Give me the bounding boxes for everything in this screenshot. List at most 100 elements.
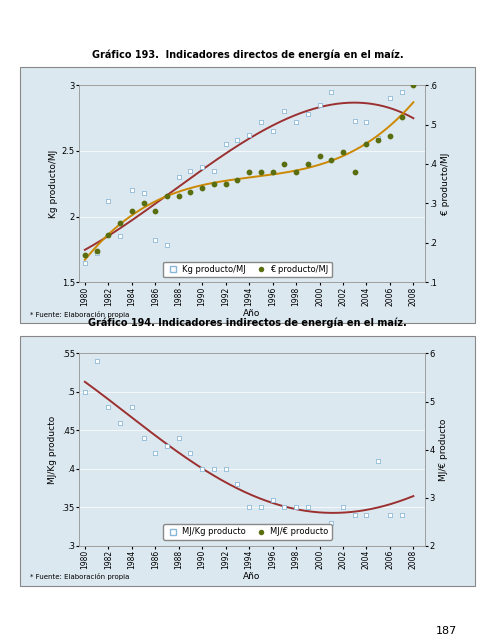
Point [116, 417, 124, 428]
Point [187, 165, 195, 175]
Point [222, 463, 230, 474]
Point [362, 116, 370, 127]
Point [175, 620, 183, 630]
Point [292, 620, 300, 630]
Y-axis label: MJ/€ producto: MJ/€ producto [439, 419, 448, 481]
Point [210, 620, 218, 630]
Point [198, 463, 206, 474]
Point [304, 502, 312, 513]
Text: * Fuente: Elaboración propia: * Fuente: Elaboración propia [30, 311, 129, 318]
Point [386, 620, 394, 630]
Point [397, 111, 405, 122]
Point [351, 167, 359, 177]
Point [362, 621, 370, 631]
Point [128, 185, 136, 195]
Point [140, 198, 148, 209]
Point [93, 609, 100, 619]
Point [257, 167, 265, 177]
Point [104, 402, 112, 412]
Point [315, 525, 323, 536]
Point [104, 230, 112, 240]
Point [292, 502, 300, 513]
Point [351, 115, 359, 125]
Text: 187: 187 [436, 626, 457, 636]
Point [128, 402, 136, 412]
Point [280, 106, 288, 116]
Point [93, 248, 100, 259]
Point [280, 502, 288, 513]
Point [409, 80, 417, 90]
Point [151, 206, 159, 216]
Point [210, 179, 218, 189]
Point [151, 620, 159, 630]
Point [81, 250, 89, 260]
Point [175, 433, 183, 443]
Point [234, 175, 242, 185]
Point [81, 608, 89, 618]
Point [386, 93, 394, 104]
Point [292, 116, 300, 127]
Point [104, 614, 112, 624]
Point [257, 502, 265, 513]
Point [198, 620, 206, 630]
X-axis label: Año: Año [244, 308, 261, 317]
Point [362, 139, 370, 149]
Point [234, 479, 242, 490]
Point [128, 206, 136, 216]
Point [257, 620, 265, 630]
Point [245, 502, 253, 513]
Point [222, 620, 230, 630]
Point [304, 159, 312, 169]
Point [397, 86, 405, 97]
Point [175, 172, 183, 182]
Point [339, 621, 347, 631]
Point [327, 155, 335, 165]
Point [304, 109, 312, 119]
Point [374, 135, 382, 145]
Point [245, 130, 253, 140]
Point [81, 387, 89, 397]
Point [198, 161, 206, 172]
Text: Gráfico 194. Indicadores indirectos de energía en el maíz.: Gráfico 194. Indicadores indirectos de e… [88, 318, 407, 328]
Point [397, 510, 405, 520]
Point [257, 116, 265, 127]
Point [140, 619, 148, 629]
Point [151, 448, 159, 458]
Point [222, 139, 230, 149]
Point [269, 620, 277, 630]
Point [339, 502, 347, 513]
Point [116, 231, 124, 241]
Point [315, 100, 323, 110]
Point [140, 433, 148, 443]
Point [374, 132, 382, 143]
Point [339, 147, 347, 157]
Point [327, 621, 335, 631]
Point [386, 131, 394, 141]
Point [163, 241, 171, 251]
Text: Gráfico 193.  Indicadores directos de energía en el maíz.: Gráfico 193. Indicadores directos de ene… [92, 49, 403, 60]
Point [280, 620, 288, 630]
Point [163, 620, 171, 630]
Point [280, 159, 288, 169]
Point [351, 510, 359, 520]
Point [292, 167, 300, 177]
Point [81, 257, 89, 268]
Point [269, 495, 277, 505]
Point [234, 135, 242, 145]
Point [163, 190, 171, 200]
Point [187, 448, 195, 458]
Point [175, 190, 183, 200]
Point [374, 456, 382, 466]
Point [386, 510, 394, 520]
Point [245, 621, 253, 631]
X-axis label: Año: Año [244, 572, 261, 581]
Point [116, 218, 124, 228]
Point [210, 463, 218, 474]
Point [93, 356, 100, 366]
Point [93, 246, 100, 256]
Point [327, 86, 335, 97]
Point [315, 621, 323, 631]
Point [245, 167, 253, 177]
Text: * Fuente: Elaboración propia: * Fuente: Elaboración propia [30, 573, 129, 580]
Point [222, 179, 230, 189]
